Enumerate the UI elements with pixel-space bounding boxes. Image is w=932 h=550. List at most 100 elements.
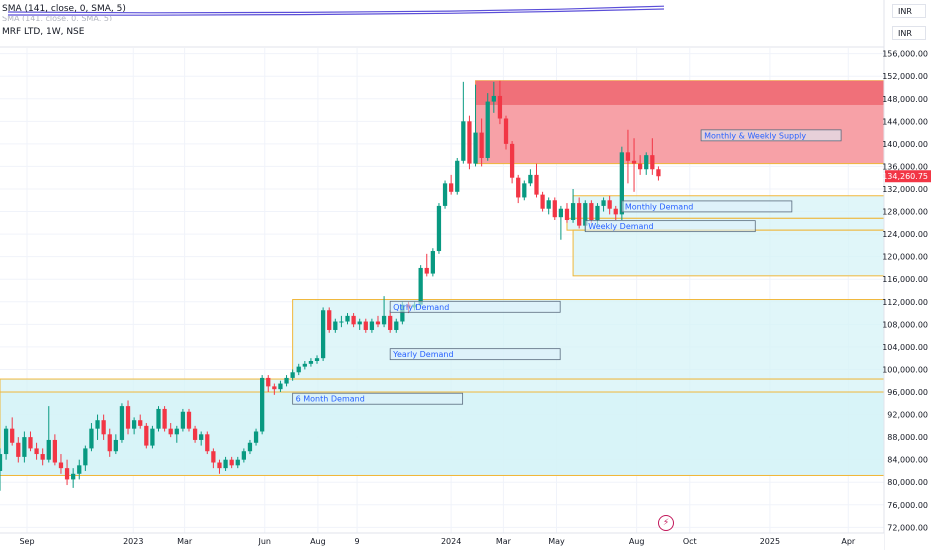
- price-tick-label: 100,000.00: [882, 365, 928, 374]
- candle: [180, 408, 186, 432]
- symbol-currency-badge[interactable]: INR: [892, 26, 926, 40]
- candle: [638, 155, 643, 175]
- candle: [333, 318, 338, 333]
- candle-body: [302, 363, 307, 367]
- candle-body: [375, 321, 381, 325]
- candle-body: [217, 462, 222, 469]
- candle: [101, 414, 106, 440]
- qtrly-demand-zone[interactable]: [292, 299, 885, 380]
- candle: [424, 253, 429, 277]
- yearly-demand-zone-label-box: [389, 348, 561, 361]
- candle-body: [436, 205, 442, 252]
- yearly-demand-zone-label: Yearly Demand: [392, 350, 453, 359]
- candle: [509, 141, 515, 184]
- candle: [253, 428, 259, 446]
- candle: [290, 369, 295, 381]
- candle: [58, 454, 64, 474]
- candle-body: [473, 132, 478, 164]
- candle-body: [558, 208, 564, 218]
- candle: [260, 375, 265, 435]
- candle-body: [71, 473, 76, 480]
- candle-body: [247, 442, 253, 452]
- candle: [211, 448, 216, 469]
- time-tick-label: May: [548, 537, 565, 546]
- candle-body: [442, 183, 448, 206]
- candle-body: [522, 183, 527, 198]
- candle: [272, 383, 277, 395]
- candle-body: [0, 454, 3, 471]
- candle-body: [284, 377, 289, 384]
- price-tick-label: 124,000.00: [882, 230, 928, 239]
- candle: [388, 310, 393, 333]
- candle: [357, 318, 362, 330]
- candle-body: [479, 132, 484, 158]
- candle: [235, 456, 240, 469]
- candle: [625, 129, 631, 184]
- candle: [613, 205, 618, 221]
- price-tick-label: 148,000.00: [882, 95, 928, 104]
- price-tick-label: 88,000.00: [887, 433, 928, 442]
- price-axis-bg: [884, 48, 932, 533]
- candle-body: [424, 267, 429, 274]
- time-axis[interactable]: Sep 2023 Mar Jun Aug 9 2024 Mar May Aug Oct 2025 Apr: [0, 532, 884, 550]
- price-tick-label: 136,000.00: [882, 162, 928, 171]
- candle-body: [564, 208, 570, 221]
- candle: [381, 296, 387, 328]
- qtrly-demand-zone-label-box: [389, 300, 561, 313]
- candle: [418, 265, 423, 308]
- candle-body: [485, 101, 490, 158]
- candle: [192, 425, 198, 443]
- candle-body: [503, 118, 509, 144]
- candle: [0, 448, 3, 491]
- flash-icon[interactable]: ⚡: [658, 515, 674, 531]
- price-tick-label: 128,000.00: [882, 208, 928, 217]
- candle-body: [278, 383, 283, 390]
- candle: [503, 115, 509, 150]
- candle-body: [351, 315, 356, 325]
- candle-body: [595, 205, 600, 221]
- candle-body: [272, 386, 277, 390]
- candle: [83, 445, 88, 471]
- candle-body: [52, 439, 58, 463]
- candle: [284, 375, 289, 387]
- candle-body: [58, 462, 64, 469]
- candle-body: [455, 160, 460, 192]
- candle: [22, 431, 27, 463]
- candle: [552, 197, 557, 221]
- candle-body: [497, 95, 503, 119]
- candle: [314, 355, 320, 364]
- candle-body: [113, 439, 118, 452]
- candle-body: [16, 442, 21, 457]
- candle: [339, 315, 344, 328]
- candle-body: [83, 448, 88, 466]
- price-tick-label: 84,000.00: [887, 456, 928, 465]
- candle: [174, 425, 179, 443]
- candle-body: [180, 411, 186, 429]
- demand-band-upper[interactable]: [572, 229, 885, 277]
- price-axis[interactable]: 72,000.00 76,000.00 80,000.00 84,000.00 88,0…: [882, 0, 932, 550]
- candle: [564, 203, 570, 223]
- last-price-badge[interactable]: [885, 170, 931, 183]
- candle: [266, 375, 271, 393]
- candle-body: [125, 406, 131, 429]
- candle: [125, 400, 131, 435]
- candle: [473, 84, 478, 167]
- symbol-title[interactable]: MRF LTD, 1W, NSE: [2, 27, 85, 37]
- candle: [430, 248, 435, 277]
- candle: [199, 431, 204, 446]
- time-tick-label: 9: [355, 537, 360, 546]
- candle: [28, 431, 33, 452]
- indicator-title[interactable]: SMA (141, close, 0, SMA, 5): [2, 4, 126, 14]
- candle: [461, 81, 466, 164]
- time-tick-label: 2025: [760, 537, 780, 546]
- candle: [528, 169, 533, 187]
- candle: [327, 307, 332, 333]
- sma-pane-plot: [7, 5, 665, 16]
- candle: [156, 406, 161, 432]
- candle-body: [40, 454, 45, 460]
- indicator-currency-badge[interactable]: INR: [892, 4, 926, 18]
- candle: [241, 448, 246, 463]
- candle-body: [211, 451, 216, 463]
- time-axis-bg: [0, 533, 884, 550]
